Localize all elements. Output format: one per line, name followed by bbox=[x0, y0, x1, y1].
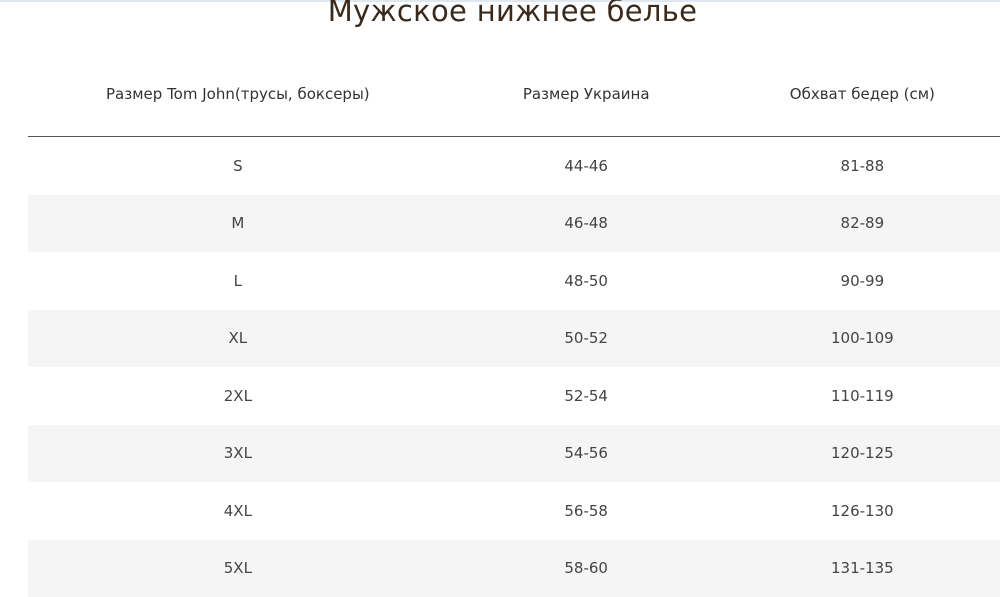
cell-ukraine-size: 50-52 bbox=[448, 310, 725, 368]
cell-hip-girth: 126-130 bbox=[725, 482, 1000, 540]
cell-ukraine-size: 58-60 bbox=[448, 540, 725, 597]
cell-ukraine-size: 48-50 bbox=[448, 252, 725, 310]
cell-hip-girth: 131-135 bbox=[725, 540, 1000, 597]
cell-ukraine-size: 56-58 bbox=[448, 482, 725, 540]
cell-tom-john-size: 3XL bbox=[28, 425, 448, 483]
cell-tom-john-size: XL bbox=[28, 310, 448, 368]
cell-ukraine-size: 44-46 bbox=[448, 137, 725, 195]
page-title: Мужское нижнее белье bbox=[0, 0, 1000, 28]
cell-ukraine-size: 52-54 bbox=[448, 367, 725, 425]
cell-tom-john-size: M bbox=[28, 195, 448, 253]
size-table: Размер Tom John(трусы, боксеры) Размер У… bbox=[28, 52, 1000, 597]
cell-hip-girth: 120-125 bbox=[725, 425, 1000, 483]
header-ukraine-size: Размер Украина bbox=[448, 52, 725, 137]
cell-hip-girth: 110-119 bbox=[725, 367, 1000, 425]
header-tom-john-size: Размер Tom John(трусы, боксеры) bbox=[28, 52, 448, 137]
cell-hip-girth: 100-109 bbox=[725, 310, 1000, 368]
cell-hip-girth: 81-88 bbox=[725, 137, 1000, 195]
cell-hip-girth: 82-89 bbox=[725, 195, 1000, 253]
table-header-row: Размер Tom John(трусы, боксеры) Размер У… bbox=[28, 52, 1000, 137]
cell-tom-john-size: 5XL bbox=[28, 540, 448, 597]
cell-ukraine-size: 54-56 bbox=[448, 425, 725, 483]
cell-hip-girth: 90-99 bbox=[725, 252, 1000, 310]
header-hip-girth: Обхват бедер (см) bbox=[725, 52, 1000, 137]
cell-tom-john-size: L bbox=[28, 252, 448, 310]
cell-tom-john-size: 4XL bbox=[28, 482, 448, 540]
cell-tom-john-size: S bbox=[28, 137, 448, 195]
cell-ukraine-size: 46-48 bbox=[448, 195, 725, 253]
cell-tom-john-size: 2XL bbox=[28, 367, 448, 425]
